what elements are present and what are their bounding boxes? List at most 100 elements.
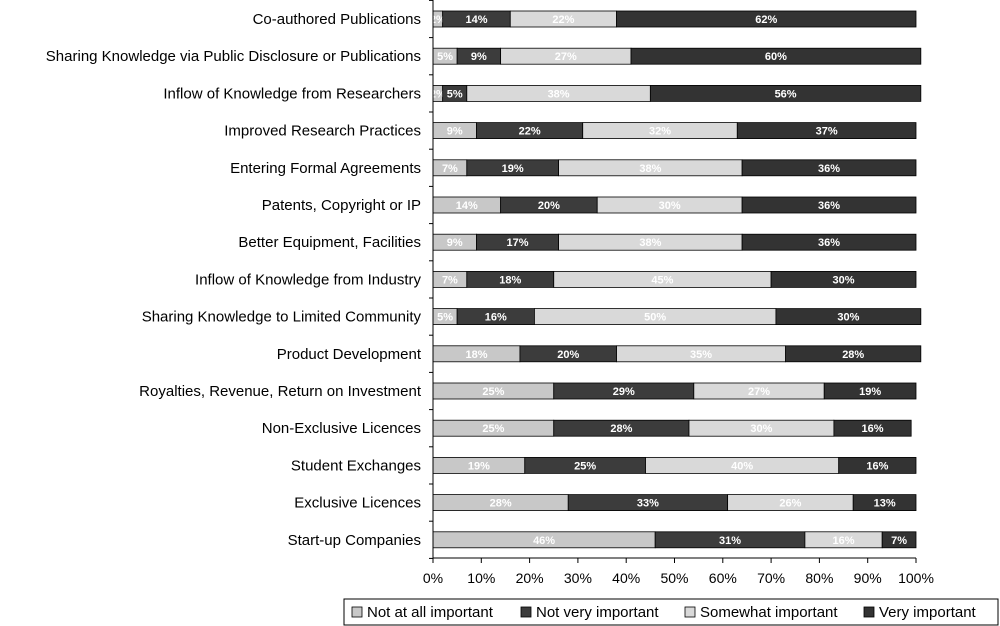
- data-label: 9%: [471, 51, 487, 63]
- x-tick-label: 60%: [709, 570, 737, 586]
- data-label: 26%: [779, 498, 801, 510]
- bar-segment-very-important: [881, 531, 917, 549]
- data-label: 25%: [574, 460, 596, 472]
- category-label: Entering Formal Agreements: [230, 160, 421, 177]
- bar-segment-very-important: [736, 122, 917, 139]
- legend-box: [343, 598, 999, 626]
- data-label: 45%: [651, 274, 673, 286]
- legend-label: Not very important: [536, 604, 659, 621]
- x-tick-label: 30%: [564, 570, 592, 586]
- bar-segment-very-important: [775, 308, 922, 326]
- data-label: 2%: [430, 88, 446, 100]
- bar-segment-very-important: [852, 494, 917, 512]
- legend-swatch: [351, 606, 363, 618]
- bar-segment-very-important: [770, 270, 917, 288]
- category-label: Better Equipment, Facilities: [238, 234, 421, 251]
- data-label: 31%: [719, 535, 741, 547]
- data-label: 30%: [659, 200, 681, 212]
- data-label: 25%: [482, 423, 504, 435]
- bar-segment-very-important: [741, 159, 917, 177]
- x-tick-label: 80%: [805, 570, 833, 586]
- data-label: 36%: [818, 163, 840, 175]
- x-tick-label: 10%: [467, 570, 495, 586]
- data-label: 16%: [862, 423, 884, 435]
- category-label: Inflow of Knowledge from Industry: [195, 271, 421, 288]
- data-label: 18%: [465, 349, 487, 361]
- data-label: 28%: [842, 349, 864, 361]
- data-label: 16%: [485, 312, 507, 324]
- category-label: Product Development: [277, 346, 422, 363]
- legend-label: Very important: [879, 604, 977, 621]
- data-label: 25%: [482, 386, 504, 398]
- category-label: Sharing Knowledge to Limited Community: [142, 309, 422, 326]
- x-tick-label: 100%: [898, 570, 934, 586]
- data-label: 30%: [750, 423, 772, 435]
- data-label: 60%: [765, 51, 787, 63]
- category-label: Improved Research Practices: [224, 123, 421, 140]
- data-label: 14%: [465, 14, 487, 26]
- data-label: 14%: [456, 200, 478, 212]
- bar-segment-very-important: [823, 382, 917, 400]
- data-label: 50%: [644, 312, 666, 324]
- x-tick-label: 40%: [612, 570, 640, 586]
- data-label: 7%: [442, 274, 458, 286]
- data-label: 62%: [755, 14, 777, 26]
- data-label: 22%: [519, 126, 541, 138]
- data-label: 56%: [775, 88, 797, 100]
- legend-label: Not at all important: [367, 604, 494, 621]
- data-label: 30%: [837, 312, 859, 324]
- data-label: 38%: [639, 237, 661, 249]
- data-label: 35%: [690, 349, 712, 361]
- category-label: Royalties, Revenue, Return on Investment: [139, 383, 422, 400]
- data-label: 36%: [818, 200, 840, 212]
- category-label: Student Exchanges: [291, 457, 421, 474]
- legend: Not at all important Not very important So…: [343, 598, 999, 626]
- x-tick-label: 0%: [423, 570, 443, 586]
- data-label: 27%: [748, 386, 770, 398]
- x-tick-label: 20%: [516, 570, 544, 586]
- data-label: 16%: [866, 460, 888, 472]
- x-axis: 0% 10% 20% 30% 40% 50% 60% 70% 80% 90% 100%: [423, 0, 934, 586]
- legend-swatch: [863, 606, 875, 618]
- bars-layer: 2% 14% 22% 62%5% 9% 27% 60%2% 5% 38% 56%9% 22% 32% 3…: [430, 10, 922, 549]
- data-label: 28%: [490, 498, 512, 510]
- data-label: 19%: [502, 163, 524, 175]
- category-label: Sharing Knowledge via Public Disclosure …: [46, 48, 421, 65]
- data-label: 16%: [833, 535, 855, 547]
- category-labels: Co-authored Publications Sharing Knowledg…: [46, 11, 422, 549]
- category-label: Co-authored Publications: [253, 11, 421, 28]
- data-label: 18%: [499, 274, 521, 286]
- data-label: 28%: [610, 423, 632, 435]
- data-label: 38%: [548, 88, 570, 100]
- data-label: 7%: [442, 163, 458, 175]
- bar-segment-very-important: [833, 419, 912, 437]
- data-label: 2%: [430, 14, 446, 26]
- data-label: 40%: [731, 460, 753, 472]
- data-label: 20%: [538, 200, 560, 212]
- x-tick-label: 90%: [854, 570, 882, 586]
- bar-segment-very-important: [616, 10, 917, 28]
- data-label: 9%: [447, 126, 463, 138]
- legend-label: Somewhat important: [700, 604, 838, 621]
- bar-segment-very-important: [741, 196, 917, 214]
- data-label: 19%: [468, 460, 490, 472]
- category-label: Exclusive Licences: [294, 495, 421, 512]
- category-label: Patents, Copyright or IP: [262, 197, 421, 214]
- legend-swatch: [520, 606, 532, 618]
- data-label: 22%: [552, 14, 574, 26]
- bar-segment-very-important: [785, 345, 922, 363]
- data-label: 33%: [637, 498, 659, 510]
- category-label: Start-up Companies: [288, 532, 421, 549]
- data-label: 27%: [555, 51, 577, 63]
- data-label: 7%: [891, 535, 907, 547]
- category-label: Inflow of Knowledge from Researchers: [163, 85, 421, 102]
- data-label: 32%: [649, 126, 671, 138]
- data-label: 29%: [613, 386, 635, 398]
- data-label: 30%: [833, 274, 855, 286]
- bar-segment-very-important: [838, 456, 917, 474]
- data-label: 17%: [507, 237, 529, 249]
- x-tick-label: 70%: [757, 570, 785, 586]
- bar-segment-very-important: [741, 233, 917, 251]
- data-label: 37%: [816, 126, 838, 138]
